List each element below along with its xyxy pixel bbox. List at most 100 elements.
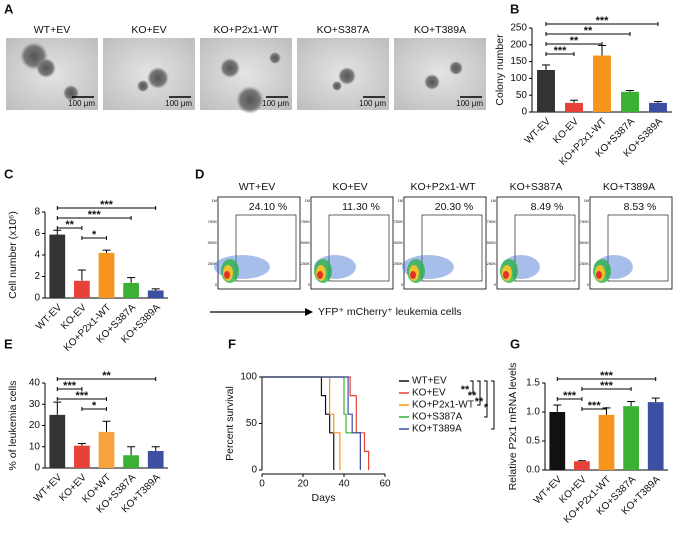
flow-y-tick-label: 1M	[211, 198, 217, 203]
bar	[123, 455, 139, 468]
significance-label: *	[92, 229, 97, 241]
cell-cloud	[503, 271, 509, 279]
bar	[598, 414, 615, 470]
y-axis-label: Colony number	[494, 34, 506, 106]
y-tick-label: 50	[246, 418, 258, 429]
scale-bar-label: 100 μm	[165, 99, 192, 108]
y-tick-label: 0	[521, 107, 527, 118]
flow-y-tick-label: 750K	[580, 219, 590, 224]
y-tick-label: 2	[34, 271, 40, 282]
colony	[236, 86, 264, 114]
flow-plot	[310, 196, 394, 290]
legend-label: KO+EV	[412, 388, 446, 399]
panel-label: D	[195, 166, 204, 181]
gate	[328, 214, 390, 282]
bar	[49, 414, 66, 468]
flow-y-tick-label: 750K	[301, 219, 311, 224]
significance-label: ***	[600, 370, 614, 382]
bar	[123, 282, 139, 298]
y-tick-label: 1.0	[526, 407, 540, 418]
flow-label: KO+T389A	[603, 181, 655, 193]
significance-label: **	[475, 396, 484, 408]
gate-percentage: 8.49 %	[531, 201, 564, 213]
bar	[74, 445, 90, 468]
flow-label: KO+S387A	[510, 181, 563, 193]
flow-y-tick-label: 0	[401, 282, 404, 287]
micrograph-label: KO+P2x1-WT	[213, 24, 279, 36]
micrograph	[394, 38, 486, 110]
significance-label: **	[570, 35, 579, 47]
bar	[649, 102, 667, 112]
significance-bracket	[484, 380, 488, 418]
significance-label: *	[92, 400, 97, 412]
flow-y-tick-label: 250K	[394, 261, 404, 266]
y-tick-label: 200	[510, 39, 527, 50]
flow-y-tick-label: 1M	[304, 198, 310, 203]
bar	[147, 290, 164, 298]
significance-label: **	[461, 384, 470, 396]
arrow-head	[305, 308, 313, 316]
scale-bar-label: 100 μm	[68, 99, 95, 108]
gate-percentage: 11.30 %	[342, 201, 380, 213]
y-axis-label: % of leukemia cells	[7, 381, 19, 471]
flow-y-tick-label: 750K	[208, 219, 218, 224]
flow-y-tick-label: 250K	[208, 261, 218, 266]
flow-y-tick-label: 0	[587, 282, 590, 287]
colony	[332, 81, 342, 91]
significance-label: ***	[88, 209, 102, 221]
bar	[98, 252, 115, 298]
colony	[137, 80, 149, 92]
survival-line	[262, 376, 361, 470]
flow-y-tick-label: 500K	[394, 240, 404, 245]
y-tick-label: 250	[510, 23, 527, 34]
colony	[147, 67, 169, 89]
x-axis-label: Days	[312, 492, 336, 504]
significance-label: **	[65, 219, 74, 231]
y-tick-label: 0.0	[526, 465, 540, 476]
y-tick-label: 100	[240, 372, 257, 383]
y-axis-label: Relative P2x1 mRNA levels	[507, 363, 519, 491]
significance-bracket	[477, 380, 481, 406]
micrograph-label: WT+EV	[34, 24, 70, 36]
gate	[514, 214, 576, 282]
flow-y-tick-label: 500K	[580, 240, 590, 245]
legend-label: KO+T389A	[412, 424, 462, 435]
flow-y-tick-label: 0	[215, 282, 218, 287]
y-tick-label: 4	[34, 250, 40, 261]
bar	[537, 70, 555, 112]
micrograph-label: KO+EV	[131, 24, 166, 36]
y-axis-label: Percent survival	[224, 386, 236, 461]
scale-bar-label: 100 μm	[262, 99, 289, 108]
flow-label: KO+P2x1-WT	[410, 181, 476, 193]
flow-y-tick-label: 0	[308, 282, 311, 287]
bar	[623, 406, 639, 470]
colony	[338, 67, 356, 85]
flow-y-tick-label: 250K	[580, 261, 590, 266]
bar	[549, 412, 566, 470]
colony	[220, 58, 240, 78]
panel-label: E	[4, 336, 13, 351]
significance-label: **	[468, 390, 477, 402]
legend-label: KO+S387A	[412, 412, 463, 423]
flow-y-tick-label: 0	[494, 282, 497, 287]
bar	[98, 431, 115, 468]
survival-line	[262, 376, 335, 470]
flow-y-tick-label: 250K	[487, 261, 497, 266]
panel-label: A	[4, 1, 14, 16]
bar	[574, 461, 590, 470]
micrograph-label: KO+T389A	[414, 24, 466, 36]
y-tick-label: 0	[251, 465, 257, 476]
flow-caption: YFP⁺ mCherry⁺ leukemia cells	[318, 306, 462, 318]
flow-y-tick-label: 500K	[208, 240, 218, 245]
y-tick-label: 1.5	[526, 378, 540, 389]
y-tick-label: 30	[29, 399, 41, 410]
x-tick-label: 60	[379, 479, 391, 490]
legend-label: WT+EV	[412, 376, 447, 387]
x-tick-label: 20	[297, 479, 309, 490]
y-tick-label: 40	[29, 378, 41, 389]
flow-y-tick-label: 500K	[487, 240, 497, 245]
flow-y-tick-label: 250K	[301, 261, 311, 266]
y-tick-label: 100	[510, 73, 527, 84]
flow-label: KO+EV	[332, 181, 367, 193]
